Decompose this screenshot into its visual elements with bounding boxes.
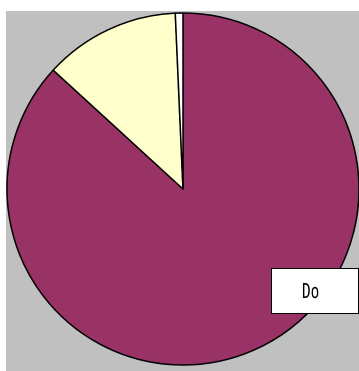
legend: Do: [271, 268, 359, 314]
pie-slice-2: [52, 12, 184, 190]
pie-slice-3: [174, 12, 184, 190]
legend-entry-label: Do: [302, 279, 320, 303]
